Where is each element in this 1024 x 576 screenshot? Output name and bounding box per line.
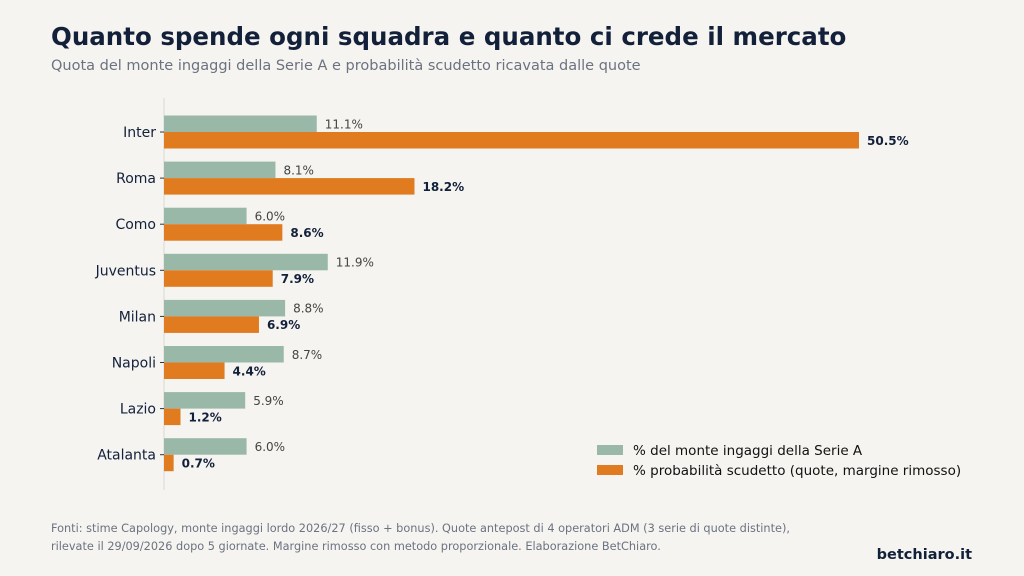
data-label-salary-atalanta: 6.0% [255, 440, 286, 454]
data-label-salary-inter: 11.1% [325, 117, 363, 131]
data-label-title-odds-roma: 18.2% [422, 180, 464, 194]
category-label-milan: Milan [119, 309, 156, 325]
bar-title-odds-napoli [164, 362, 225, 379]
data-label-salary-juventus: 11.9% [336, 256, 374, 270]
bar-salary-napoli [164, 346, 284, 363]
bar-salary-milan [164, 299, 286, 317]
data-label-title-odds-como: 8.6% [290, 226, 323, 240]
bar-salary-lazio [164, 392, 246, 409]
bar-salary-roma [164, 161, 276, 179]
brand-logo-text: betchiaro.it [876, 547, 972, 563]
chart-title: Quanto spende ogni squadra e quanto ci c… [51, 22, 847, 51]
bar-title-odds-juventus [164, 270, 273, 287]
bar-title-odds-roma [164, 178, 415, 195]
data-label-salary-lazio: 5.9% [253, 394, 283, 408]
data-label-title-odds-atalanta: 0.7% [182, 456, 215, 470]
data-label-title-odds-juventus: 7.9% [281, 272, 314, 286]
bar-title-odds-atalanta [164, 454, 174, 472]
chart-subtitle: Quota del monte ingaggi della Serie A e … [51, 58, 641, 74]
bar-salary-atalanta [164, 438, 247, 455]
bar-salary-inter [164, 115, 317, 132]
bar-salary-como [164, 207, 247, 225]
bar-title-odds-milan [164, 316, 259, 333]
category-label-lazio: Lazio [120, 402, 156, 418]
data-label-title-odds-napoli: 4.4% [233, 364, 266, 378]
bar-title-odds-como [164, 224, 283, 241]
source-note-line-2: rilevate il 29/09/2026 dopo 5 giornate. … [51, 540, 661, 553]
legend-label-0: % del monte ingaggi della Serie A [633, 443, 863, 459]
data-label-salary-milan: 8.8% [293, 302, 324, 316]
legend-swatch-0 [597, 445, 623, 455]
data-label-title-odds-inter: 50.5% [867, 134, 909, 148]
data-label-salary-napoli: 8.7% [292, 348, 323, 362]
category-label-juventus: Juventus [95, 263, 156, 279]
data-label-salary-como: 6.0% [255, 209, 286, 223]
category-label-inter: Inter [123, 125, 156, 141]
data-label-salary-roma: 8.1% [283, 163, 314, 177]
bar-title-odds-inter [164, 132, 859, 149]
legend-swatch-1 [597, 465, 623, 475]
category-label-napoli: Napoli [112, 356, 156, 372]
data-label-title-odds-milan: 6.9% [267, 318, 300, 332]
category-label-roma: Roma [116, 171, 156, 187]
source-note-line-1: Fonti: stime Capology, monte ingaggi lor… [51, 522, 790, 535]
category-label-como: Como [115, 217, 156, 233]
bar-salary-juventus [164, 253, 328, 271]
bar-title-odds-lazio [164, 408, 181, 426]
legend-label-1: % probabilità scudetto (quote, margine r… [633, 463, 961, 479]
category-label-atalanta: Atalanta [97, 448, 156, 464]
data-label-title-odds-lazio: 1.2% [189, 410, 222, 424]
